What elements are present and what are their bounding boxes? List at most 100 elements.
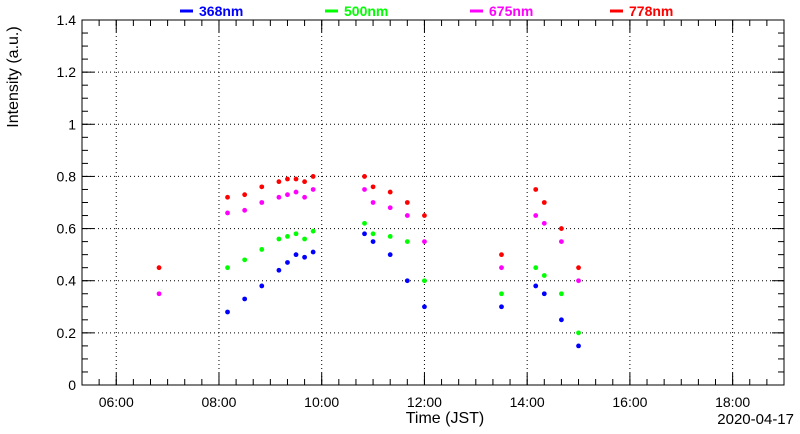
data-point-778nm: [387, 189, 393, 195]
data-points: [156, 174, 581, 349]
data-point-500nm: [310, 228, 316, 234]
data-point-500nm: [422, 278, 427, 284]
data-point-778nm: [276, 179, 282, 185]
x-tick-label: 12:00: [407, 394, 442, 410]
legend-label: 778nm: [629, 3, 673, 19]
data-point-368nm: [310, 249, 316, 255]
data-point-368nm: [285, 260, 290, 265]
data-point-675nm: [541, 220, 547, 226]
x-tick-label: 10:00: [304, 394, 339, 410]
x-tick-label: 14:00: [510, 394, 545, 410]
y-tick-label: 1: [68, 116, 76, 132]
data-point-778nm: [559, 226, 564, 231]
data-point-500nm: [404, 239, 410, 245]
data-point-500nm: [242, 257, 248, 263]
data-point-368nm: [276, 267, 282, 273]
data-point-368nm: [533, 283, 539, 289]
data-point-675nm: [499, 265, 504, 271]
data-point-675nm: [293, 189, 299, 195]
x-tick-label: 16:00: [612, 394, 647, 410]
data-point-778nm: [422, 213, 427, 218]
data-point-500nm: [576, 330, 581, 336]
data-point-368nm: [259, 283, 265, 289]
data-point-500nm: [387, 233, 393, 239]
data-point-500nm: [285, 233, 290, 239]
data-point-500nm: [559, 291, 564, 297]
data-point-368nm: [422, 304, 427, 310]
data-point-500nm: [370, 231, 376, 237]
data-point-368nm: [302, 254, 307, 260]
data-point-500nm: [293, 231, 299, 237]
data-point-368nm: [404, 278, 410, 284]
data-point-500nm: [276, 236, 282, 242]
x-axis-title: Time (JST): [406, 410, 485, 427]
data-point-778nm: [404, 200, 410, 205]
y-tick-label: 0: [68, 377, 76, 393]
data-point-500nm: [533, 265, 539, 271]
axis-ticks: 0 0.2 0.4 0.6 0.8 1 1.2 1.4 06:00 08:00 10:00 12:00…: [57, 12, 785, 410]
date-label: 2020-04-17: [717, 411, 794, 428]
data-point-675nm: [225, 210, 230, 216]
data-point-368nm: [499, 304, 504, 310]
data-point-675nm: [259, 200, 265, 205]
data-point-675nm: [310, 187, 316, 192]
data-point-675nm: [285, 192, 290, 198]
data-point-675nm: [387, 205, 393, 211]
data-point-500nm: [499, 291, 504, 297]
data-point-675nm: [576, 278, 581, 284]
y-axis-title: Intensity (a.u.): [5, 26, 22, 127]
x-tick-label: 08:00: [201, 394, 236, 410]
data-point-778nm: [302, 179, 307, 185]
data-point-778nm: [293, 176, 299, 182]
data-point-675nm: [276, 194, 282, 200]
data-point-675nm: [156, 291, 162, 297]
data-point-778nm: [156, 265, 162, 271]
data-point-778nm: [576, 265, 581, 271]
data-point-368nm: [541, 291, 547, 297]
data-point-500nm: [541, 273, 547, 278]
plot-area: [82, 20, 784, 385]
data-point-675nm: [533, 213, 539, 218]
data-point-778nm: [242, 192, 248, 198]
data-point-368nm: [362, 231, 367, 237]
y-tick-label: 0.2: [57, 325, 77, 341]
data-point-778nm: [541, 200, 547, 205]
y-tick-label: 1.2: [57, 64, 77, 80]
x-tick-label: 06:00: [99, 394, 134, 410]
data-point-500nm: [302, 236, 307, 242]
data-point-368nm: [225, 309, 230, 315]
data-point-368nm: [576, 343, 581, 349]
data-point-778nm: [310, 174, 316, 179]
data-point-368nm: [387, 252, 393, 258]
data-point-778nm: [499, 252, 504, 258]
data-point-675nm: [362, 187, 367, 192]
legend-label: 500nm: [344, 3, 388, 19]
data-point-368nm: [293, 252, 299, 258]
data-point-778nm: [259, 184, 265, 190]
data-point-675nm: [422, 239, 427, 245]
x-tick-label: 18:00: [715, 394, 750, 410]
legend-label: 368nm: [199, 3, 243, 19]
data-point-500nm: [362, 220, 367, 226]
data-point-778nm: [285, 176, 290, 182]
data-point-675nm: [404, 213, 410, 218]
data-point-675nm: [559, 239, 564, 245]
y-tick-label: 0.8: [57, 168, 77, 184]
data-point-675nm: [302, 194, 307, 200]
data-point-675nm: [242, 207, 248, 213]
data-point-368nm: [370, 239, 376, 245]
data-point-675nm: [370, 200, 376, 205]
data-point-778nm: [533, 187, 539, 192]
data-point-778nm: [370, 184, 376, 190]
legend: 368nm 500nm 675nm 778nm: [180, 3, 673, 19]
y-tick-label: 1.4: [57, 12, 77, 28]
data-point-778nm: [362, 174, 367, 179]
legend-label: 675nm: [489, 3, 533, 19]
gridlines: [82, 20, 784, 385]
data-point-778nm: [225, 194, 230, 200]
data-point-500nm: [259, 247, 265, 252]
y-tick-label: 0.6: [57, 221, 77, 237]
data-point-368nm: [242, 296, 248, 302]
y-tick-label: 0.4: [57, 273, 77, 289]
